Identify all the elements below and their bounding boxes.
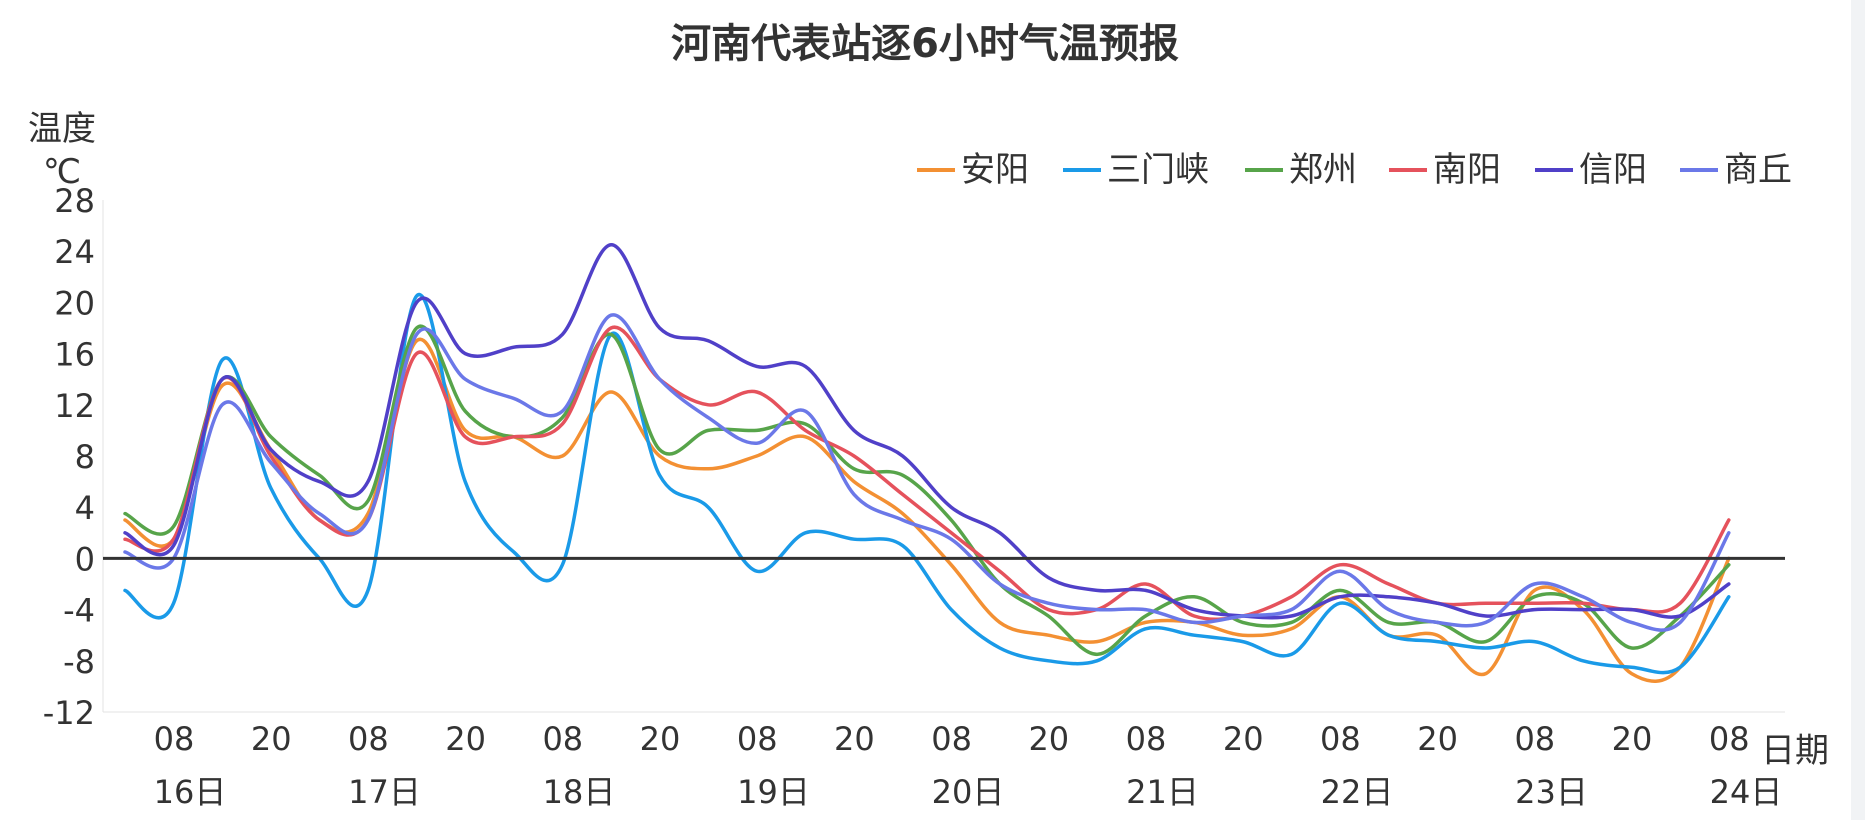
y-tick-label: -4	[63, 592, 95, 630]
x-hour-tick-label: 20	[1417, 720, 1458, 758]
x-hour-tick-label: 20	[1028, 720, 1069, 758]
x-day-tick-label: 18日	[543, 773, 616, 811]
x-day-tick-label: 23日	[1515, 773, 1588, 811]
x-hour-tick-label: 20	[1612, 720, 1653, 758]
x-hour-tick-label: 20	[640, 720, 681, 758]
x-day-tick-label: 17日	[348, 773, 421, 811]
series-line-2	[123, 324, 1731, 657]
x-hour-tick-label: 08	[1320, 720, 1361, 758]
x-hour-tick-label: 20	[251, 720, 292, 758]
legend: 安阳 三门峡 郑州 南阳 信阳 商丘	[917, 150, 1792, 190]
y-tick-label: 12	[54, 387, 95, 425]
y-tick-label: 16	[54, 336, 95, 374]
y-tick-label: -8	[63, 643, 95, 681]
series-line-1	[123, 292, 1731, 675]
x-axis-label: 日期	[1761, 731, 1829, 771]
tick-labels: 28 24 20 16 12 8 4 0 -4 -8 -12 08 20 08 20 08 20 08 20 08 20…	[43, 182, 1783, 811]
x-day-tick-label: 16日	[154, 773, 227, 811]
series-line-4	[123, 243, 1731, 620]
x-hour-tick-label: 08	[348, 720, 389, 758]
y-tick-label: 4	[75, 489, 95, 527]
x-hour-tick-label: 08	[1126, 720, 1167, 758]
y-axis-unit: ℃	[43, 152, 81, 192]
x-hour-tick-label: 20	[1223, 720, 1264, 758]
legend-label: 商丘	[1724, 150, 1792, 190]
y-tick-label: -12	[43, 694, 95, 732]
y-tick-label: 0	[75, 540, 95, 578]
x-hour-tick-label: 08	[1709, 720, 1750, 758]
x-day-tick-label: 21日	[1126, 773, 1199, 811]
legend-label: 三门峡	[1107, 150, 1209, 190]
x-hour-tick-label: 20	[445, 720, 486, 758]
legend-label: 南阳	[1433, 150, 1501, 190]
x-day-tick-label: 20日	[932, 773, 1005, 811]
axes-group	[102, 200, 1785, 713]
x-hour-tick-label: 08	[931, 720, 972, 758]
x-day-tick-label: 24日	[1710, 773, 1783, 811]
y-tick-label: 8	[75, 438, 95, 476]
series-line-0	[123, 337, 1731, 683]
x-day-tick-label: 22日	[1321, 773, 1394, 811]
right-edge-strip	[1851, 0, 1865, 820]
legend-label: 郑州	[1289, 150, 1357, 190]
x-hour-tick-label: 08	[154, 720, 195, 758]
x-day-tick-label: 19日	[737, 773, 810, 811]
y-tick-label: 24	[54, 233, 95, 271]
y-tick-label: 20	[54, 284, 95, 322]
series-line-5	[123, 313, 1731, 632]
series-lines	[123, 243, 1731, 683]
x-hour-tick-label: 08	[1514, 720, 1555, 758]
y-axis-label: 温度	[28, 109, 96, 149]
x-hour-tick-label: 08	[542, 720, 583, 758]
chart-title: 河南代表站逐6小时气温预报	[671, 21, 1179, 67]
y-tick-label: 28	[54, 182, 95, 220]
legend-label: 信阳	[1579, 150, 1647, 190]
legend-label: 安阳	[961, 150, 1029, 190]
x-hour-tick-label: 20	[834, 720, 875, 758]
x-hour-tick-label: 08	[737, 720, 778, 758]
